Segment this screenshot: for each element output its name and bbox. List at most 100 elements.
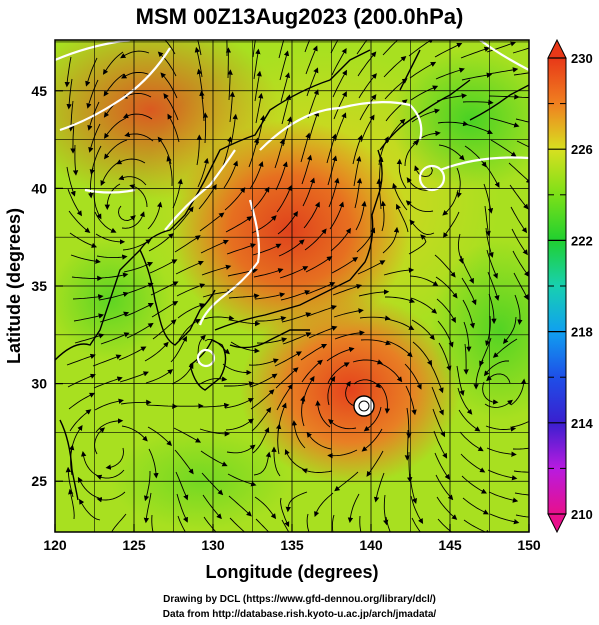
streamline: [331, 256, 359, 274]
streamline: [248, 137, 260, 168]
streamline: [383, 55, 407, 78]
streamline: [385, 516, 391, 532]
streamline: [96, 469, 125, 480]
streamline: [438, 144, 465, 161]
streamline: [380, 200, 386, 232]
streamline: [277, 210, 298, 235]
streamline: [352, 134, 363, 165]
colorbar-tick-label: 226: [571, 142, 593, 157]
streamline: [463, 321, 472, 353]
streamline: [409, 275, 439, 287]
streamline: [201, 264, 232, 276]
streamline: [436, 496, 458, 520]
streamline: [280, 72, 291, 103]
streamline: [331, 514, 335, 532]
streamline: [174, 449, 194, 475]
streamline: [64, 56, 72, 88]
streamline: [66, 78, 73, 110]
streamline: [171, 363, 194, 385]
streamline: [482, 161, 500, 188]
streamline: [460, 255, 474, 284]
streamline: [118, 175, 147, 186]
streamline: [483, 360, 509, 377]
streamline: [406, 407, 412, 439]
streamline: [160, 72, 178, 99]
colorbar-tick-label: 214: [571, 416, 593, 431]
streamline: [248, 358, 279, 366]
streamline: [122, 113, 153, 120]
streamline: [408, 234, 427, 255]
streamline: [222, 136, 233, 167]
streamline: [345, 380, 356, 407]
streamline: [326, 133, 337, 164]
streamline: [327, 449, 358, 459]
streamline: [383, 267, 415, 276]
streamline: [329, 201, 345, 230]
streamline: [200, 239, 229, 254]
streamline: [252, 243, 282, 256]
streamline: [379, 384, 391, 414]
streamline: [175, 260, 204, 275]
isotherm-contours: [55, 40, 529, 368]
streamline: [223, 160, 239, 189]
streamline: [228, 495, 252, 517]
streamline: [93, 376, 123, 389]
streamline: [291, 420, 306, 449]
streamline: [201, 472, 224, 496]
streamline: [229, 517, 246, 532]
streamline: [459, 431, 484, 452]
colorbar-min-arrow: [547, 513, 567, 534]
streamline: [255, 518, 270, 532]
streamline: [167, 113, 180, 143]
streamline: [300, 343, 328, 361]
streamline: [333, 91, 347, 120]
streamline: [347, 493, 360, 523]
streamline: [485, 227, 494, 258]
streamline: [510, 206, 528, 234]
x-tick-label: 130: [201, 537, 225, 553]
streamline: [326, 346, 355, 362]
temperature-field: [55, 40, 529, 532]
streamline: [473, 359, 484, 390]
streamline: [163, 93, 179, 121]
streamline: [143, 471, 151, 502]
streamline: [488, 94, 520, 100]
streamline: [68, 210, 91, 233]
streamline: [276, 185, 292, 213]
streamline: [254, 292, 286, 300]
streamline: [67, 188, 82, 217]
streamline: [148, 448, 159, 479]
streamline: [70, 122, 76, 154]
colorbar-tick-label: 230: [571, 51, 593, 66]
streamline: [105, 447, 124, 470]
streamline: [275, 161, 288, 191]
streamline: [456, 365, 465, 396]
streamline: [229, 91, 235, 123]
streamline: [147, 201, 163, 230]
streamline: [430, 364, 444, 394]
streamline: [151, 514, 154, 532]
streamline: [126, 322, 154, 339]
streamline: [67, 373, 96, 388]
streamline: [176, 493, 188, 523]
streamline: [437, 120, 469, 127]
streamline: [373, 472, 385, 503]
streamline: [460, 453, 486, 473]
streamline: [332, 283, 362, 296]
streamline: [386, 340, 413, 358]
y-axis-label: Latitude (degrees): [4, 208, 24, 364]
streamline: [482, 381, 499, 405]
streamline: [434, 452, 450, 480]
streamline: [85, 57, 98, 87]
streamline: [355, 200, 367, 231]
streamline: [253, 48, 261, 80]
streamline: [72, 294, 104, 300]
y-axis-ticks: 25 30 35 40 45: [31, 83, 63, 489]
streamline: [174, 235, 201, 253]
streamline: [407, 452, 413, 483]
streamline: [284, 449, 307, 471]
streamline: [68, 100, 74, 132]
streamline: [120, 399, 152, 405]
streamline: [252, 40, 256, 58]
streamline: [102, 51, 124, 75]
